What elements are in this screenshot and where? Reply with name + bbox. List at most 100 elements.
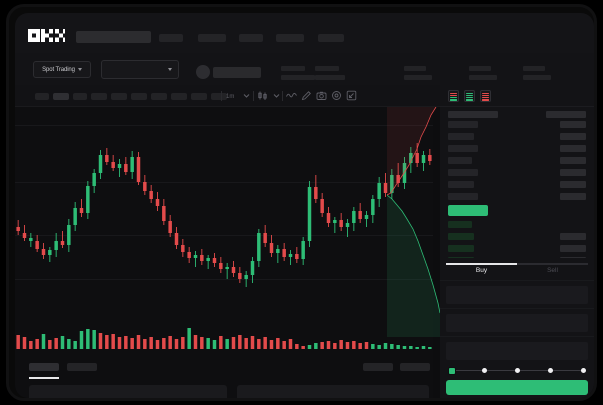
volume-bar	[143, 339, 147, 349]
total-input[interactable]	[446, 342, 588, 360]
chevron-down-icon[interactable]	[272, 90, 281, 101]
order-book-col-header-amount	[546, 111, 586, 118]
mode-row	[482, 99, 489, 101]
amount-percent-slider[interactable]	[448, 366, 586, 375]
timeframe-4[interactable]	[91, 93, 107, 100]
orderbook-ask-row[interactable]	[448, 145, 478, 152]
nav-search-field[interactable]	[76, 31, 151, 43]
bottom-tab-1[interactable]	[29, 363, 59, 371]
candle-body	[168, 221, 172, 233]
interval-text-icon[interactable]: 1m	[226, 90, 237, 101]
volume-bar	[73, 341, 77, 349]
timeframe-6[interactable]	[131, 93, 147, 100]
orderbook-ask-row[interactable]	[448, 169, 478, 176]
nav-item-5[interactable]	[318, 34, 344, 42]
slider-stop-50[interactable]	[514, 367, 520, 373]
bottom-tab-2[interactable]	[67, 363, 97, 371]
stat-block-2	[315, 66, 345, 80]
timeframe-2[interactable]	[53, 93, 69, 100]
volume-bar	[60, 336, 65, 349]
slider-handle[interactable]	[448, 366, 456, 375]
slider-stop-25[interactable]	[481, 367, 487, 373]
volume-bar	[35, 339, 39, 349]
orderbook-bid-row[interactable]	[448, 221, 472, 228]
timeframe-3[interactable]	[73, 93, 87, 100]
orderbook-ask-row[interactable]	[448, 193, 478, 200]
orderbook-ask-row[interactable]	[448, 121, 478, 128]
orderbook-mode-bids-icon[interactable]	[464, 90, 475, 102]
orderbook-ask-row[interactable]	[448, 133, 474, 140]
nav-item-4[interactable]	[276, 34, 304, 42]
slider-stop-75[interactable]	[547, 367, 553, 373]
candle-body	[111, 162, 115, 168]
timeframe-5[interactable]	[111, 93, 127, 100]
timeframe-8[interactable]	[171, 93, 187, 100]
indicator-wave-icon[interactable]	[286, 90, 297, 101]
timeframe-9[interactable]	[191, 93, 207, 100]
orderbook-ask-row[interactable]	[448, 157, 472, 164]
bottom-panel-right	[237, 385, 429, 398]
bottom-right-2[interactable]	[400, 363, 430, 371]
volume-bar	[339, 340, 343, 349]
volume-bar	[22, 337, 27, 349]
nav-item-1[interactable]	[159, 34, 183, 42]
volume-bar	[181, 337, 185, 349]
candle-body	[225, 267, 229, 269]
place-buy-order-button[interactable]	[446, 380, 588, 395]
bottom-right-1[interactable]	[363, 363, 393, 371]
candle-body	[143, 182, 147, 191]
candle-type-icon[interactable]	[257, 90, 268, 101]
volume-bar	[383, 343, 388, 349]
mode-row	[450, 99, 457, 101]
nav-item-2[interactable]	[198, 34, 226, 42]
volume-bar	[257, 339, 261, 349]
pencil-icon[interactable]	[301, 90, 312, 101]
trading-pair-dropdown[interactable]	[101, 60, 179, 79]
fullscreen-icon[interactable]	[346, 90, 357, 101]
volume-bar	[364, 342, 369, 349]
mode-row	[482, 92, 489, 94]
candle-body	[282, 249, 286, 257]
timeframe-7[interactable]	[151, 93, 167, 100]
candle-body	[212, 258, 217, 263]
timeframe-1[interactable]	[35, 93, 49, 100]
orderbook-mode-asks-icon[interactable]	[480, 90, 491, 102]
volume-bar	[155, 340, 160, 349]
timeframe-10[interactable]	[211, 93, 227, 100]
orderbook-mode-both-icon[interactable]	[448, 90, 459, 102]
orderbook-ask-row-amount	[560, 145, 586, 152]
gear-icon[interactable]	[331, 90, 342, 101]
candle-body	[35, 241, 39, 249]
amount-input[interactable]	[446, 314, 588, 332]
camera-icon[interactable]	[316, 90, 327, 101]
price-input[interactable]	[446, 286, 588, 304]
okx-logo-icon[interactable]	[28, 29, 65, 42]
nav-item-3[interactable]	[239, 34, 263, 42]
tab-buy[interactable]: Buy	[475, 267, 488, 274]
orderbook-ask-row[interactable]	[448, 181, 474, 188]
price-chart-panel[interactable]	[15, 107, 433, 356]
spot-trading-dropdown[interactable]: Spot Trading	[33, 61, 91, 78]
volume-bar	[79, 331, 84, 349]
coin-avatar-icon	[196, 65, 210, 79]
volume-bar	[371, 344, 375, 349]
candle-body	[92, 173, 96, 186]
candle-body	[371, 199, 375, 215]
slider-stop-100[interactable]	[580, 367, 586, 373]
candle-body	[238, 273, 242, 279]
candle-body	[41, 249, 46, 255]
orderbook-ask-row-amount	[560, 169, 586, 176]
orderbook-bid-row[interactable]	[448, 245, 474, 252]
volume-bar	[314, 343, 318, 349]
chevron-down-icon[interactable]	[242, 90, 251, 101]
volume-bar	[320, 342, 324, 349]
tab-sell[interactable]: Sell	[547, 267, 558, 274]
candle-body	[314, 187, 318, 199]
orderbook-bid-row-amount	[560, 245, 586, 252]
orderbook-bid-row[interactable]	[448, 233, 474, 240]
orderbook-ask-row-amount	[560, 121, 586, 128]
candle-body	[206, 258, 210, 261]
mode-row	[450, 97, 457, 99]
stat-block-5	[523, 66, 551, 80]
candle-body	[263, 233, 267, 243]
